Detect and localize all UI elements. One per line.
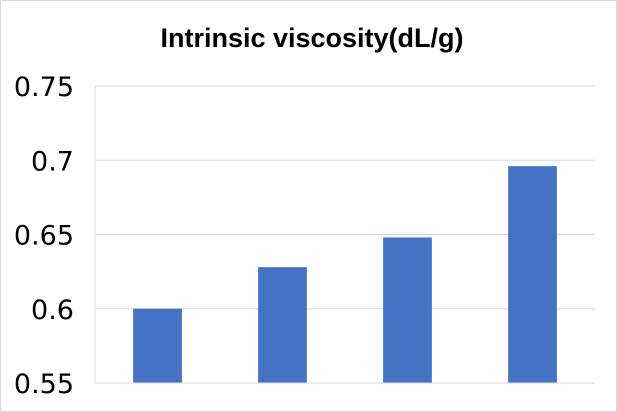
y-tick-label: 0.7: [31, 146, 74, 177]
y-tick-label: 0.75: [14, 72, 74, 103]
bar: [383, 237, 432, 383]
bar: [258, 267, 307, 383]
bars: [133, 166, 557, 383]
bar: [508, 166, 557, 383]
y-tick-label: 0.6: [31, 295, 74, 326]
chart-title: Intrinsic viscosity(dL/g): [160, 23, 463, 53]
y-tick-label: 0.55: [14, 369, 74, 400]
y-axis-ticks: 0.55 0.6 0.65 0.7 0.75: [14, 72, 74, 400]
y-tick-label: 0.65: [14, 221, 74, 252]
bar: [133, 308, 182, 383]
